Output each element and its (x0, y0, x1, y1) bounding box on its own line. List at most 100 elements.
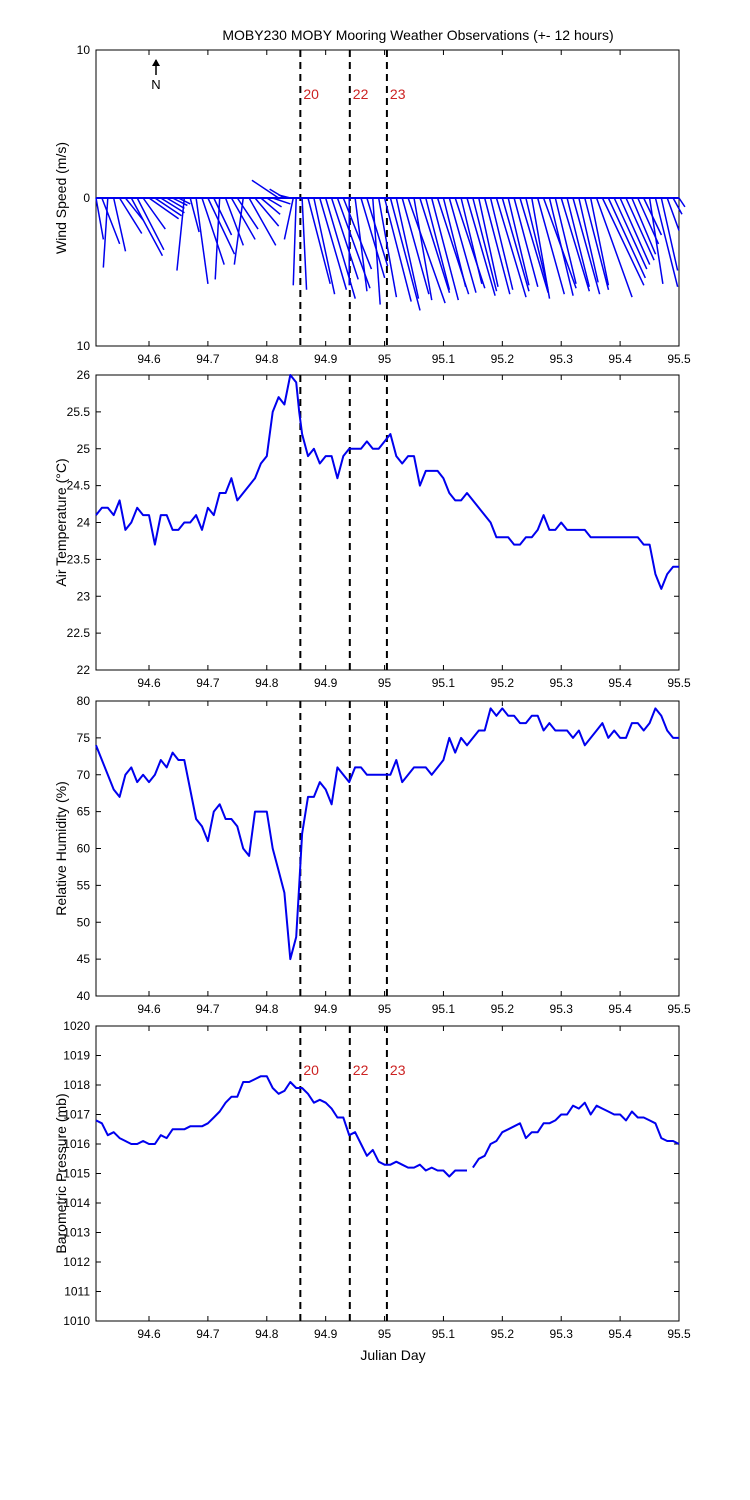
x-tick-label: 95 (378, 1327, 392, 1341)
x-tick-label: 95.4 (608, 352, 632, 366)
wind-stick (224, 197, 245, 246)
wind-stick (319, 197, 348, 290)
wind-stick (460, 197, 483, 285)
wind-stick (112, 197, 127, 252)
y-axis-label: Barometric Pressure (mb) (53, 1093, 69, 1253)
wind-stick (472, 197, 498, 292)
wind-stick (148, 197, 180, 220)
event-marker-label: 20 (303, 86, 319, 102)
wind-stick (430, 197, 460, 301)
y-tick-label: 1013 (63, 1226, 90, 1240)
y-tick-label: 26 (77, 368, 91, 382)
wind-stick (172, 197, 188, 207)
y-tick-label: 75 (77, 731, 91, 745)
wind-stick (425, 197, 451, 290)
y-tick-label: 70 (77, 768, 91, 782)
x-tick-label: 94.8 (255, 676, 279, 690)
wind-stick (625, 197, 655, 261)
event-marker-label: 23 (390, 1062, 406, 1078)
x-tick-label: 94.7 (196, 1002, 220, 1016)
event-marker-label: 23 (390, 86, 406, 102)
x-tick-label: 94.6 (137, 1327, 161, 1341)
y-tick-label: 1019 (63, 1049, 90, 1063)
wind-stick (666, 197, 680, 231)
wind-stick (366, 197, 389, 267)
wind-stick (233, 197, 244, 265)
x-tick-label: 95.2 (491, 676, 515, 690)
wind-stick (248, 197, 277, 246)
y-tick-label: 1017 (63, 1108, 90, 1122)
x-tick-label: 94.7 (196, 352, 220, 366)
x-tick-label: 95.1 (432, 352, 456, 366)
wind-stick (478, 197, 499, 287)
series-line (472, 1101, 680, 1169)
wind-stick (95, 197, 105, 240)
y-tick-label: 0 (83, 191, 90, 205)
wind-stick (377, 197, 398, 298)
wind-stick (118, 197, 143, 234)
x-tick-label: 94.7 (196, 676, 220, 690)
wind-stick (213, 197, 233, 236)
y-tick-label: 23 (77, 589, 91, 603)
x-tick-label: 95 (378, 1002, 392, 1016)
wind-stick (525, 197, 549, 290)
wind-stick (236, 197, 259, 230)
wind-stick (272, 197, 291, 205)
x-tick-label: 95.5 (667, 1327, 691, 1341)
chart-panel-1: 10 0 10 94.6 94.7 94.8 94.9 95 95.1 95.2 95.3 95.4 9… (53, 43, 691, 366)
wind-stick (313, 197, 336, 295)
x-tick-label: 95.1 (432, 1002, 456, 1016)
y-tick-label: 24.5 (67, 479, 91, 493)
chart-panel-2: 22 22.5 23 23.5 24 24.5 25 25.5 26 94.6 94.7 94.8 94… (53, 368, 691, 690)
wind-stick (589, 197, 610, 286)
wind-stick (631, 197, 657, 255)
wind-stick (401, 197, 430, 295)
x-tick-label: 95.5 (667, 352, 691, 366)
wind-stick (101, 197, 121, 245)
y-tick-label: 50 (77, 915, 91, 929)
y-axis-label: Wind Speed (m/s) (53, 142, 69, 254)
figure-title: MOBY230 MOBY Mooring Weather Observation… (222, 27, 613, 43)
wind-stick (360, 197, 386, 279)
wind-stick (536, 197, 566, 295)
y-tick-label: 55 (77, 878, 91, 892)
wind-stick (102, 197, 109, 268)
wind-stick (578, 197, 599, 283)
x-tick-label: 95.3 (550, 1327, 574, 1341)
wind-stick (201, 197, 225, 265)
north-label: N (151, 77, 160, 92)
chart-panel-3: 40 45 50 55 60 65 70 75 80 94.6 94.7 94.8 94.9 95 95.1… (53, 694, 691, 1016)
wind-stick (560, 197, 591, 292)
wind-stick (619, 197, 651, 265)
wind-stick (166, 197, 185, 210)
wind-stick (495, 197, 527, 298)
x-tick-label: 95.4 (608, 676, 632, 690)
wind-stick (130, 197, 164, 257)
wind-stick (354, 197, 368, 292)
wind-stick (395, 197, 420, 299)
y-tick-label: 22 (77, 663, 91, 677)
wind-stick (442, 197, 467, 287)
wind-stick (176, 197, 186, 271)
x-tick-label: 94.7 (196, 1327, 220, 1341)
x-tick-label: 94.6 (137, 1002, 161, 1016)
wind-stick (266, 197, 282, 208)
wind-stick (648, 197, 664, 284)
y-tick-label: 65 (77, 805, 91, 819)
y-tick-label: 1014 (63, 1196, 90, 1210)
wind-stick (654, 197, 679, 287)
y-tick-label: 1018 (63, 1078, 90, 1092)
series-line (95, 1075, 467, 1178)
x-tick-label: 95.2 (491, 1002, 515, 1016)
wind-stick (154, 197, 182, 217)
wind-stick (448, 197, 477, 293)
y-tick-label: 60 (77, 842, 91, 856)
wind-stick (342, 197, 373, 270)
x-tick-label: 95.2 (491, 1327, 515, 1341)
wind-stick (584, 197, 610, 290)
x-tick-label: 94.8 (255, 1002, 279, 1016)
y-axis-label: Relative Humidity (%) (53, 781, 69, 916)
wind-stick (260, 197, 281, 215)
x-tick-label: 95.1 (432, 676, 456, 690)
wind-stick (419, 197, 451, 293)
